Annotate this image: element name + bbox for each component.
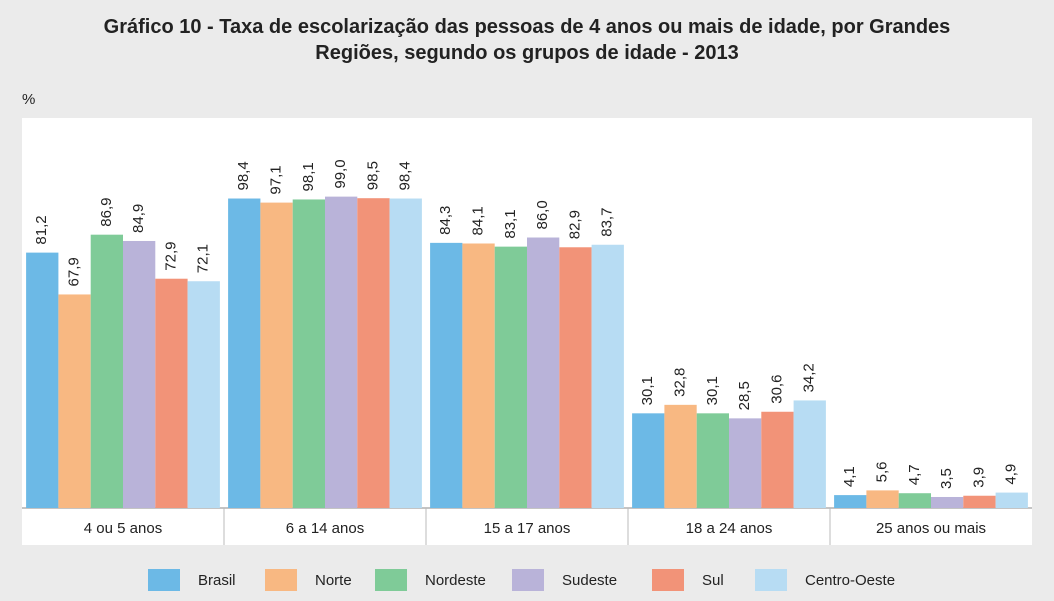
value-label: 72,9 [162, 242, 179, 271]
value-label: 86,0 [534, 200, 551, 229]
legend-label: Sul [702, 572, 724, 589]
bar [462, 243, 495, 508]
legend-label: Brasil [198, 572, 236, 589]
value-label: 83,7 [599, 208, 616, 237]
bar [430, 242, 463, 508]
value-label: 5,6 [874, 462, 891, 483]
bar [963, 495, 996, 508]
bar [155, 278, 188, 508]
bar [559, 247, 592, 509]
value-label: 84,1 [470, 206, 487, 235]
value-label: 32,8 [672, 368, 689, 397]
bar [292, 199, 325, 509]
bar [123, 240, 156, 508]
value-label: 4,7 [906, 464, 923, 485]
bar [26, 252, 59, 508]
bar [325, 196, 358, 508]
value-label: 97,1 [268, 165, 285, 194]
value-label: 72,1 [195, 244, 212, 273]
value-label: 84,9 [130, 204, 147, 233]
legend-swatch [755, 569, 787, 591]
x-tick-label: 6 a 14 anos [286, 520, 364, 537]
value-label: 67,9 [66, 257, 83, 286]
value-label: 83,1 [502, 209, 519, 238]
x-tick-label: 4 ou 5 anos [84, 520, 162, 537]
bar [228, 198, 261, 509]
value-label: 28,5 [736, 381, 753, 410]
legend-swatch [512, 569, 544, 591]
x-tick-label: 15 a 17 anos [484, 520, 571, 537]
value-label: 99,0 [332, 159, 349, 188]
legend-label: Norte [315, 572, 352, 589]
bar [995, 492, 1028, 508]
bar [761, 411, 794, 508]
chart-title: Gráfico 10 - Taxa de escolarização das p… [103, 16, 951, 64]
bar [389, 198, 422, 509]
bar [931, 496, 964, 508]
legend-swatch [265, 569, 297, 591]
x-tick-label: 18 a 24 anos [686, 520, 773, 537]
value-label: 81,2 [33, 215, 50, 244]
legend-label: Nordeste [425, 572, 486, 589]
bar [260, 202, 293, 508]
bar [187, 281, 220, 508]
legend-label: Sudeste [562, 572, 617, 589]
legend-swatch [148, 569, 180, 591]
legend-swatch [375, 569, 407, 591]
bar [632, 413, 665, 508]
bar [591, 244, 624, 508]
value-label: 98,4 [397, 161, 414, 190]
bar [527, 237, 560, 509]
bar [494, 246, 527, 509]
bar [357, 198, 390, 509]
value-label: 82,9 [566, 210, 583, 239]
value-label: 3,5 [938, 468, 955, 489]
x-tick-label: 25 anos ou mais [876, 520, 986, 537]
value-label: 98,1 [300, 162, 317, 191]
value-label: 98,5 [364, 161, 381, 190]
value-label: 4,1 [841, 466, 858, 487]
value-label: 3,9 [970, 467, 987, 488]
value-label: 84,3 [437, 206, 454, 235]
value-label: 98,4 [235, 161, 252, 190]
value-label: 34,2 [801, 363, 818, 392]
bar [898, 493, 931, 508]
bar [793, 400, 826, 508]
legend-swatch [652, 569, 684, 591]
bar [696, 413, 729, 508]
bar [834, 495, 867, 508]
value-label: 30,6 [768, 375, 785, 404]
bar [729, 418, 762, 508]
bar [58, 294, 91, 508]
bar [90, 234, 123, 508]
value-label: 30,1 [704, 376, 721, 405]
value-label: 30,1 [639, 376, 656, 405]
y-axis-label: % [22, 91, 35, 108]
value-label: 86,9 [98, 197, 115, 226]
bar [866, 490, 899, 508]
bar [664, 404, 697, 508]
value-label: 4,9 [1003, 464, 1020, 485]
legend-label: Centro-Oeste [805, 572, 895, 589]
